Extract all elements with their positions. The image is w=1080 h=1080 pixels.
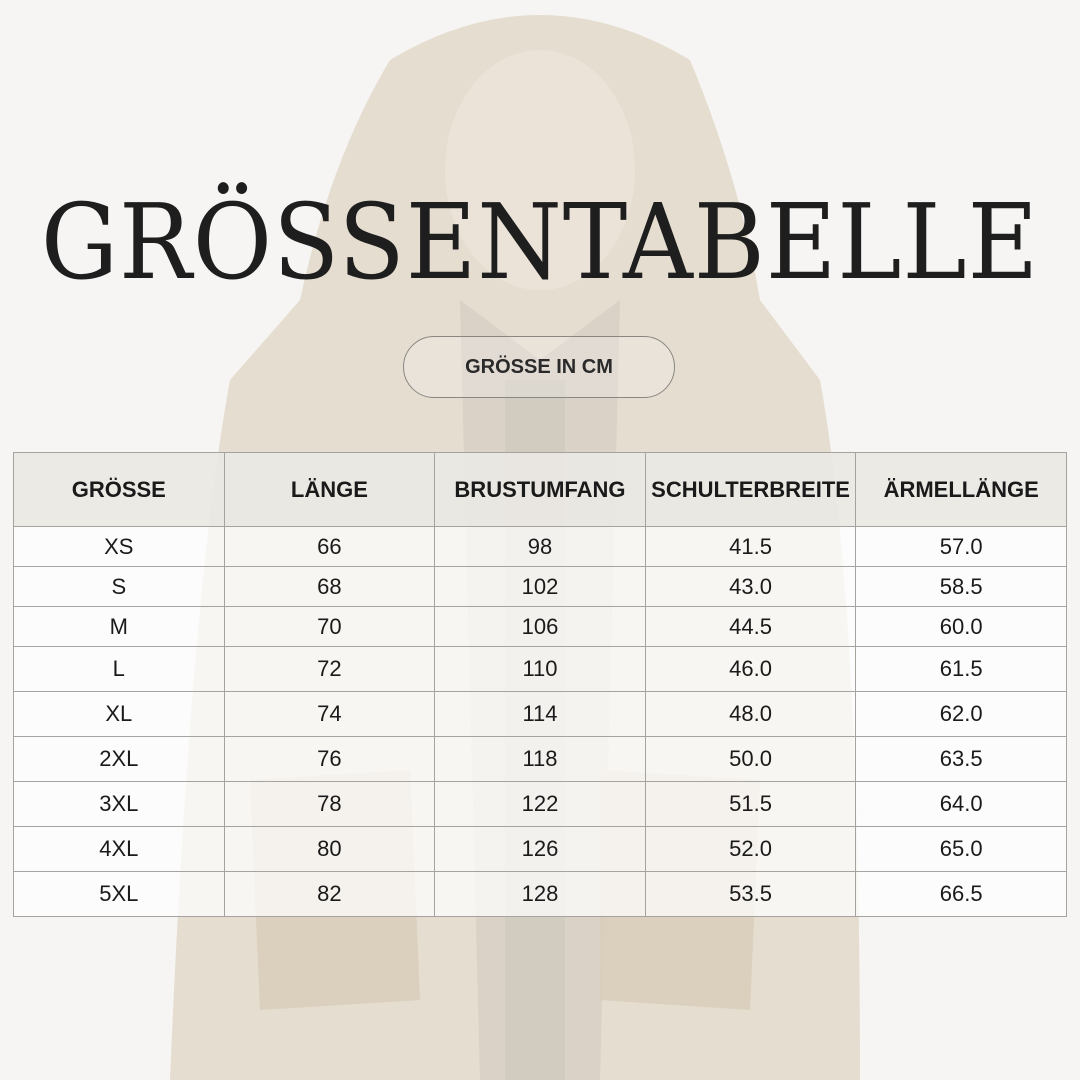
table-row: 4XL 80 126 52.0 65.0 bbox=[13, 826, 1067, 872]
cell-chest: 118 bbox=[434, 736, 646, 782]
cell-size: XL bbox=[13, 691, 225, 737]
cell-length: 76 bbox=[223, 736, 436, 782]
cell-length: 70 bbox=[223, 606, 436, 647]
cell-size: 2XL bbox=[13, 736, 225, 782]
cell-chest: 126 bbox=[434, 826, 646, 872]
table-row: XL 74 114 48.0 62.0 bbox=[13, 691, 1067, 737]
cell-sleeve: 58.5 bbox=[855, 566, 1067, 607]
header-sleeve: ÄRMELLÄNGE bbox=[855, 452, 1067, 527]
cell-shoulder: 46.0 bbox=[644, 646, 857, 692]
cell-size: 4XL bbox=[13, 826, 225, 872]
cell-chest: 110 bbox=[434, 646, 646, 692]
cell-sleeve: 64.0 bbox=[855, 781, 1067, 827]
cell-chest: 98 bbox=[434, 526, 646, 567]
cell-length: 68 bbox=[223, 566, 436, 607]
cell-chest: 102 bbox=[434, 566, 646, 607]
header-chest: BRUSTUMFANG bbox=[434, 452, 646, 527]
cell-size: S bbox=[13, 566, 225, 607]
cell-length: 82 bbox=[223, 871, 436, 917]
page-title: GRÖSSENTABELLE bbox=[40, 181, 1040, 303]
cell-chest: 114 bbox=[434, 691, 646, 737]
cell-size: XS bbox=[13, 526, 225, 567]
cell-sleeve: 66.5 bbox=[855, 871, 1067, 917]
cell-shoulder: 53.5 bbox=[644, 871, 857, 917]
cell-sleeve: 65.0 bbox=[855, 826, 1067, 872]
cell-sleeve: 60.0 bbox=[855, 606, 1067, 647]
cell-sleeve: 63.5 bbox=[855, 736, 1067, 782]
header-size: GRÖSSE bbox=[13, 452, 225, 527]
cell-size: M bbox=[13, 606, 225, 647]
cell-sleeve: 61.5 bbox=[855, 646, 1067, 692]
cell-shoulder: 52.0 bbox=[644, 826, 857, 872]
cell-size: 5XL bbox=[13, 871, 225, 917]
cell-shoulder: 51.5 bbox=[644, 781, 857, 827]
table-row: 5XL 82 128 53.5 66.5 bbox=[13, 871, 1067, 917]
header-row: GRÖSSE LÄNGE BRUSTUMFANG SCHULTERBREITE … bbox=[13, 452, 1067, 527]
cell-sleeve: 62.0 bbox=[855, 691, 1067, 737]
cell-length: 78 bbox=[223, 781, 436, 827]
cell-shoulder: 43.0 bbox=[644, 566, 857, 607]
cell-sleeve: 57.0 bbox=[855, 526, 1067, 567]
cell-shoulder: 44.5 bbox=[644, 606, 857, 647]
cell-chest: 128 bbox=[434, 871, 646, 917]
cell-size: L bbox=[13, 646, 225, 692]
cell-length: 66 bbox=[223, 526, 436, 567]
cell-shoulder: 50.0 bbox=[644, 736, 857, 782]
table-row: L 72 110 46.0 61.5 bbox=[13, 646, 1067, 692]
header-shoulder: SCHULTERBREITE bbox=[644, 452, 857, 527]
cell-length: 74 bbox=[223, 691, 436, 737]
cell-shoulder: 48.0 bbox=[644, 691, 857, 737]
cell-chest: 106 bbox=[434, 606, 646, 647]
size-table: GRÖSSE LÄNGE BRUSTUMFANG SCHULTERBREITE … bbox=[13, 452, 1067, 917]
table-row: S 68 102 43.0 58.5 bbox=[13, 566, 1067, 607]
table-row: XS 66 98 41.5 57.0 bbox=[13, 526, 1067, 567]
table-row: 2XL 76 118 50.0 63.5 bbox=[13, 736, 1067, 782]
cell-size: 3XL bbox=[13, 781, 225, 827]
header-length: LÄNGE bbox=[223, 452, 436, 527]
unit-badge: GRÖSSE IN CM bbox=[403, 336, 675, 398]
cell-shoulder: 41.5 bbox=[644, 526, 857, 567]
table-row: M 70 106 44.5 60.0 bbox=[13, 606, 1067, 647]
cell-length: 72 bbox=[223, 646, 436, 692]
cell-chest: 122 bbox=[434, 781, 646, 827]
table-row: 3XL 78 122 51.5 64.0 bbox=[13, 781, 1067, 827]
cell-length: 80 bbox=[223, 826, 436, 872]
